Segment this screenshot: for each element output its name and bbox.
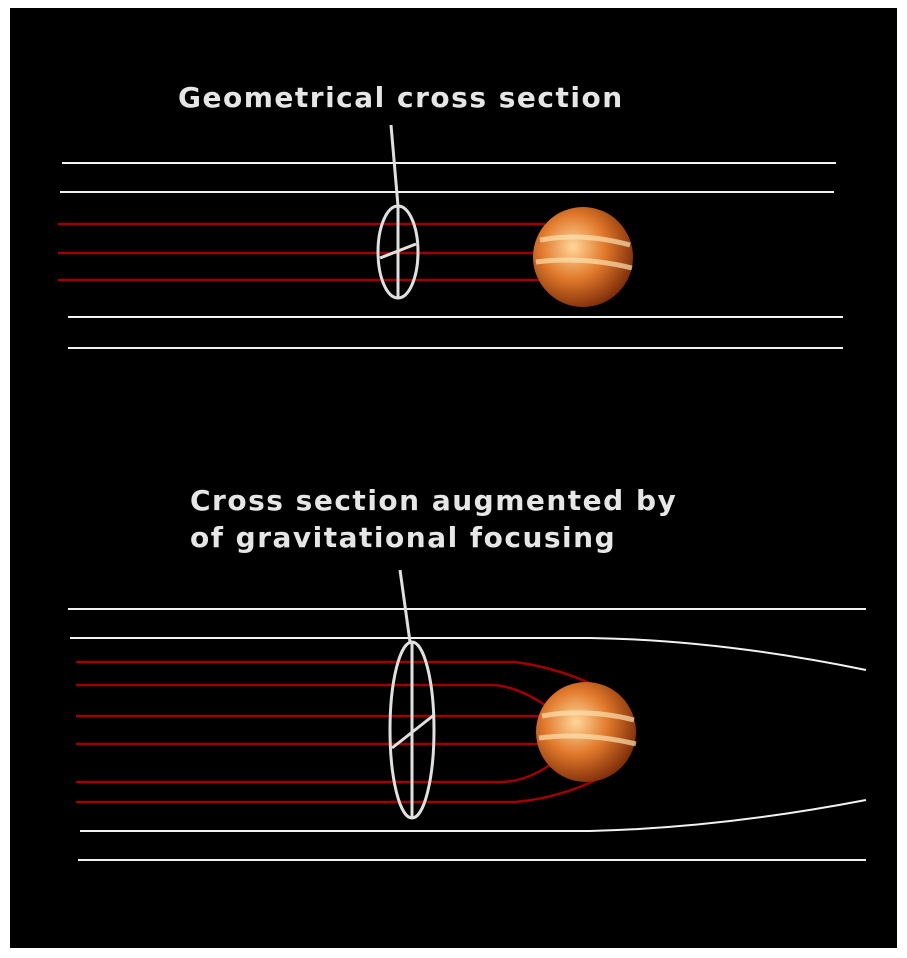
panel-label: of gravitational focusing — [190, 521, 616, 554]
panel-label: Geometrical cross section — [178, 81, 624, 114]
panel-label: Cross section augmented by — [190, 484, 677, 517]
background — [10, 8, 897, 948]
bottom-flow — [68, 569, 867, 861]
top-flow — [58, 124, 843, 349]
